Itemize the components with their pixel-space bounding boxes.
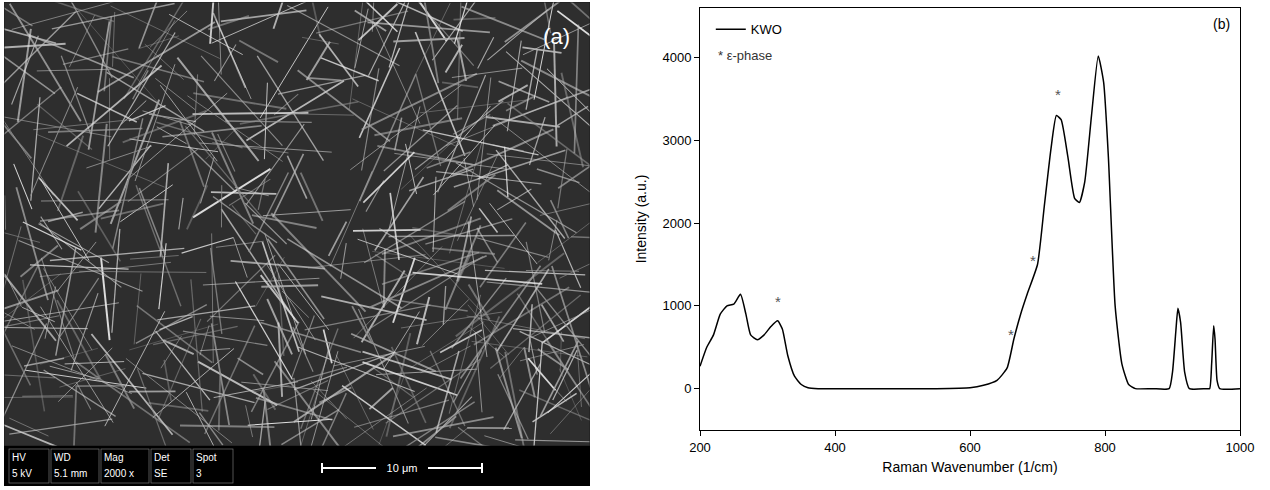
svg-text:400: 400 [824, 440, 846, 455]
svg-text:5.1 mm: 5.1 mm [54, 468, 87, 479]
svg-text:*: * [1008, 326, 1014, 343]
svg-text:Mag: Mag [104, 452, 123, 463]
svg-text:Det: Det [154, 452, 170, 463]
svg-text:(a): (a) [543, 24, 570, 49]
svg-text:2000 x: 2000 x [104, 468, 134, 479]
svg-text:2000: 2000 [662, 216, 691, 231]
svg-text:1000: 1000 [1226, 440, 1255, 455]
svg-text:Raman Wavenumber (1/cm): Raman Wavenumber (1/cm) [882, 459, 1057, 475]
svg-text:(b): (b) [1213, 16, 1230, 32]
svg-text:KWO: KWO [751, 22, 782, 37]
svg-text:*: * [775, 293, 781, 310]
svg-text:Spot: Spot [196, 452, 217, 463]
svg-text:SE: SE [154, 468, 168, 479]
svg-text:4000: 4000 [662, 50, 691, 65]
svg-text:* ε-phase: * ε-phase [718, 48, 772, 63]
svg-text:600: 600 [959, 440, 981, 455]
svg-text:200: 200 [689, 440, 711, 455]
svg-text:0: 0 [684, 381, 691, 396]
svg-text:WD: WD [54, 452, 71, 463]
svg-text:5 kV: 5 kV [12, 468, 32, 479]
svg-text:*: * [1055, 86, 1061, 103]
svg-text:HV: HV [12, 452, 26, 463]
svg-text:3000: 3000 [662, 133, 691, 148]
svg-text:800: 800 [1094, 440, 1116, 455]
svg-text:*: * [1030, 252, 1036, 269]
svg-text:10 μm: 10 μm [387, 462, 418, 474]
svg-text:3: 3 [196, 468, 202, 479]
svg-text:1000: 1000 [662, 298, 691, 313]
svg-text:Intensity (a.u.): Intensity (a.u.) [633, 175, 649, 264]
